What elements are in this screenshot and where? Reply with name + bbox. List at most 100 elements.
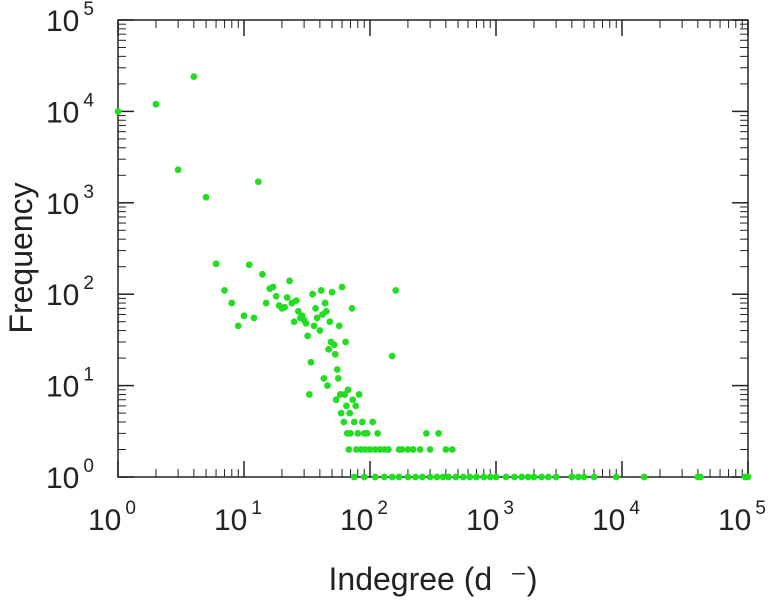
data-point <box>281 303 288 311</box>
data-point <box>212 260 220 268</box>
data-point <box>290 318 298 326</box>
data-point <box>254 178 262 186</box>
data-point <box>404 446 412 453</box>
data-point <box>331 350 339 358</box>
data-point <box>518 473 526 481</box>
data-point <box>486 473 494 481</box>
data-point <box>335 322 343 330</box>
y-tick-label: 10 5 <box>46 0 94 38</box>
data-point <box>350 418 358 426</box>
data-point <box>409 446 417 453</box>
data-point <box>412 473 419 481</box>
data-point <box>330 341 338 349</box>
x-tick-label: 10 0 <box>88 498 136 537</box>
data-point <box>324 382 331 389</box>
x-tick-label: 10 4 <box>592 498 640 537</box>
data-point <box>358 418 366 426</box>
data-point <box>352 402 360 410</box>
data-point <box>568 473 576 481</box>
data-point <box>426 473 434 481</box>
data-point <box>320 374 328 382</box>
x-tick-labels: 10 0 10 1 10 2 10 3 10 4 10 5 <box>88 498 766 537</box>
data-point <box>404 473 412 481</box>
data-point <box>344 386 352 394</box>
data-point <box>309 290 316 298</box>
data-point <box>348 304 356 312</box>
data-point <box>552 473 560 481</box>
data-point <box>530 473 538 481</box>
data-point <box>349 396 357 404</box>
data-point <box>492 473 500 481</box>
minor-ticks <box>118 20 748 477</box>
data-point <box>439 473 447 481</box>
x-axis-label: Indegree (d ⁻) <box>329 561 538 597</box>
data-point <box>435 429 442 437</box>
data-point <box>174 166 182 174</box>
data-point <box>313 314 321 322</box>
data-point <box>445 473 452 481</box>
data-point <box>338 283 346 291</box>
y-tick-label: 10 0 <box>46 456 94 495</box>
data-point <box>294 307 302 315</box>
data-point <box>388 473 396 481</box>
data-point <box>304 332 312 340</box>
data-point <box>395 473 403 481</box>
data-point <box>385 446 392 453</box>
data-point <box>341 391 349 398</box>
data-point <box>350 473 358 481</box>
data-point <box>326 318 334 326</box>
x-tick-label: 10 2 <box>340 498 388 537</box>
data-point <box>250 314 258 322</box>
data-point <box>374 429 382 437</box>
data-point <box>448 446 456 453</box>
y-tick-label: 10 2 <box>46 273 94 312</box>
data-point <box>269 283 277 291</box>
data-point <box>366 446 374 453</box>
data-point <box>114 108 122 115</box>
data-point <box>240 312 248 320</box>
data-point <box>697 473 704 481</box>
data-point <box>590 473 598 481</box>
data-point <box>346 409 354 417</box>
data-point <box>744 473 752 481</box>
data-points <box>114 73 752 481</box>
data-point <box>321 299 329 307</box>
data-point <box>272 292 280 300</box>
data-point <box>524 473 532 481</box>
data-point <box>371 473 379 481</box>
data-point <box>416 446 424 453</box>
data-point <box>398 446 406 453</box>
x-tick-label: 10 3 <box>466 498 514 537</box>
data-point <box>292 297 300 305</box>
data-point <box>345 446 353 453</box>
y-tick-label: 10 4 <box>46 90 94 129</box>
data-point <box>640 473 648 481</box>
data-point <box>221 287 228 294</box>
data-point <box>612 473 620 481</box>
data-point <box>317 287 325 294</box>
data-point <box>307 358 315 366</box>
data-point <box>466 473 474 481</box>
data-point <box>442 446 450 453</box>
data-point <box>340 418 348 426</box>
data-point <box>202 193 210 201</box>
data-point <box>325 345 333 353</box>
data-point <box>452 473 460 481</box>
data-point <box>369 418 377 426</box>
data-point <box>245 261 253 269</box>
data-point <box>511 473 518 481</box>
y-tick-label: 10 3 <box>46 182 94 221</box>
data-point <box>392 287 400 294</box>
data-point <box>580 473 588 481</box>
data-point <box>190 73 198 81</box>
data-point <box>418 473 426 481</box>
data-point <box>259 270 266 278</box>
data-point <box>355 391 363 398</box>
x-tick-label: 10 5 <box>718 498 766 537</box>
data-point <box>480 473 488 481</box>
data-point <box>433 473 441 481</box>
data-point <box>459 473 467 481</box>
